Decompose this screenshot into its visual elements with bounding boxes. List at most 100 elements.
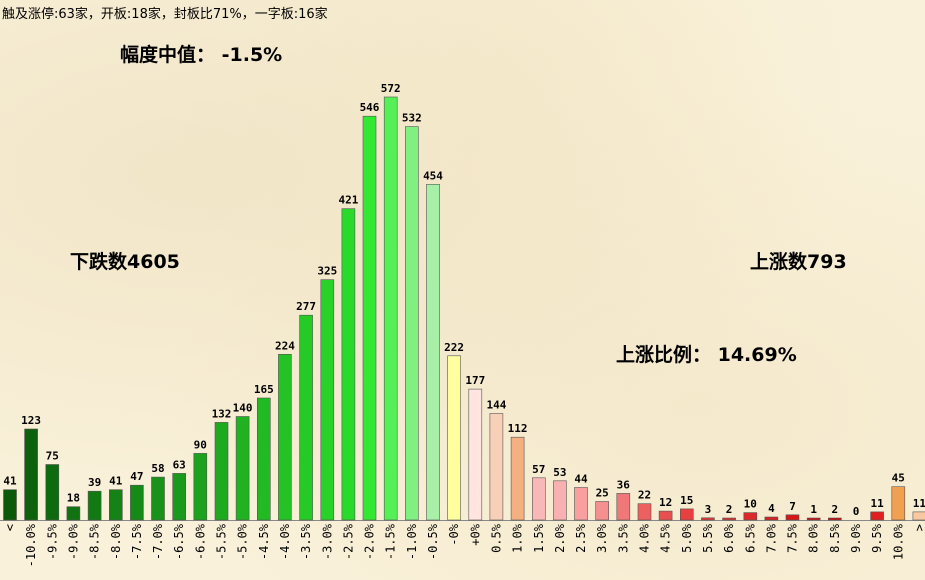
x-tick-label: 5.0% (680, 523, 694, 553)
bar-value-label: 546 (360, 101, 380, 114)
x-tick-label: 4.5% (659, 523, 673, 553)
x-tick-label: 0.5% (489, 523, 503, 553)
bar-value-label: 47 (130, 470, 143, 483)
bar-value-label: 3 (705, 503, 712, 516)
bar (595, 501, 610, 521)
bar (510, 436, 525, 521)
bar (870, 511, 884, 521)
bar (827, 517, 842, 521)
x-tick-label: -4.0% (278, 523, 292, 560)
bar (404, 126, 419, 521)
x-tick-label: -10.0% (24, 523, 38, 567)
x-tick-label: -5.0% (236, 523, 250, 560)
median-change-label: 幅度中值： -1.5% (120, 44, 283, 66)
bar-value-label: 36 (617, 478, 631, 491)
bar-value-label: 22 (638, 489, 651, 502)
x-tick-label: 1.0% (511, 523, 525, 553)
x-tick-label: 2.5% (574, 523, 588, 553)
x-tick-label: -8.0% (109, 523, 123, 560)
bar (722, 517, 736, 521)
x-tick-label: -2.0% (363, 523, 377, 560)
bar-value-label: 177 (465, 374, 485, 387)
x-tick-label: -4.5% (257, 523, 271, 560)
bar-value-label: 75 (46, 450, 59, 463)
bar-value-label: 18 (67, 492, 80, 505)
x-tick-label: -5.5% (215, 523, 229, 560)
bar-value-label: 224 (275, 339, 295, 352)
bar-value-label: 277 (296, 300, 316, 313)
bar-value-label: 165 (254, 383, 274, 396)
bar (109, 489, 123, 521)
bar (299, 314, 313, 521)
bar (87, 490, 102, 521)
x-tick-label: -3.5% (299, 523, 313, 560)
bar-value-label: 25 (596, 487, 609, 500)
bar (785, 514, 800, 521)
x-tick-label: -7.0% (151, 523, 165, 560)
bar (637, 503, 652, 521)
bar-value-label: 0 (853, 505, 860, 518)
bar (574, 487, 588, 521)
x-tick-label: 8.5% (828, 523, 842, 553)
x-tick-label: 2.0% (553, 523, 567, 553)
bar (362, 115, 377, 521)
x-tick-label: -8.5% (88, 523, 102, 560)
bar-value-label: 10 (744, 498, 757, 511)
bar-value-label: 140 (233, 402, 253, 415)
bar (214, 422, 229, 521)
bar (151, 476, 165, 521)
bar-value-label: 39 (88, 476, 101, 489)
bar-value-label: 454 (423, 169, 443, 182)
bar-value-label: 44 (574, 473, 588, 486)
bar (743, 512, 758, 521)
bar (616, 493, 631, 521)
x-tick-label: -1.0% (405, 523, 419, 560)
x-tick-label: 9.5% (870, 523, 884, 553)
bar (383, 96, 398, 521)
x-tick-label: 8.0% (807, 523, 821, 553)
x-tick-label: 3.0% (595, 523, 609, 553)
x-tick-label: 7.5% (786, 523, 800, 553)
bar (3, 489, 17, 521)
bar-value-label: 123 (21, 414, 41, 427)
bar (278, 353, 292, 521)
bar-value-label: 2 (726, 503, 733, 516)
bar (701, 517, 715, 521)
bar-value-label: 57 (532, 463, 545, 476)
bar-value-label: 63 (173, 458, 186, 471)
bar (679, 508, 694, 521)
x-tick-label: 9.0% (849, 523, 863, 553)
x-tick-label: 4.0% (638, 523, 652, 553)
up-count-label: 上涨数793 (750, 251, 847, 273)
bar-value-label: 15 (680, 494, 693, 507)
x-tick-label: 3.5% (616, 523, 630, 553)
bar-value-label: 325 (317, 265, 337, 278)
bar (341, 208, 356, 521)
bar-value-label: 2 (831, 503, 838, 516)
bar-value-label: 45 (892, 472, 905, 485)
x-tick-label: -6.0% (193, 523, 207, 560)
x-tick-label: -9.5% (45, 523, 59, 560)
bar-value-label: 90 (194, 438, 207, 451)
bar-value-label: 11 (870, 497, 884, 510)
bar (468, 388, 483, 521)
bar-value-label: 132 (212, 407, 232, 420)
bar (553, 480, 567, 521)
bar-value-label: 12 (659, 496, 672, 509)
x-tick-label: -2.5% (341, 523, 355, 560)
x-tick-label: -6.5% (172, 523, 186, 560)
bar (447, 355, 461, 521)
bar-value-label: 58 (151, 462, 164, 475)
x-tick-label: 10.0% (891, 523, 905, 560)
x-tick-label: 1.5% (532, 523, 546, 553)
bar-value-label: 11 (913, 497, 925, 510)
x-tick-label: 6.5% (743, 523, 757, 553)
bar-value-label: 1 (810, 503, 817, 516)
bar-value-label: 7 (789, 500, 796, 513)
bar (66, 506, 81, 521)
x-tick-label: +0% (468, 523, 482, 545)
x-tick-label: -9.0% (66, 523, 80, 560)
bar-value-label: 41 (3, 475, 17, 488)
bar (130, 484, 144, 521)
